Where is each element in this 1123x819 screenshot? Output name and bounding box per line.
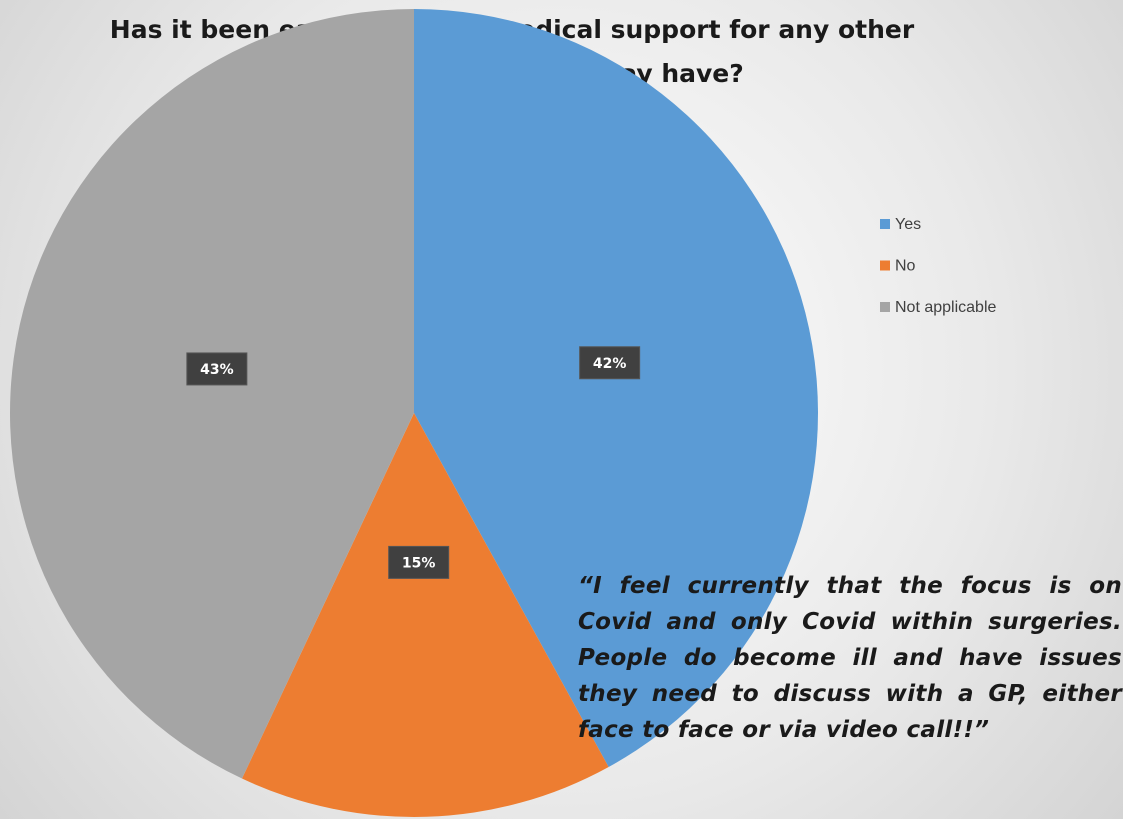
label-box: [186, 352, 248, 386]
pie: [9, 9, 818, 817]
legend-swatch: [880, 260, 890, 271]
label-box: [388, 545, 450, 579]
pie-slice: [414, 9, 818, 768]
data-label: 15%: [402, 555, 436, 571]
legend-swatch: [880, 302, 890, 312]
data-label: 43%: [200, 362, 234, 378]
label-box: [579, 346, 641, 380]
legend-swatch: [880, 219, 890, 229]
legend-label: Yes: [895, 216, 921, 233]
data-label: 42%: [593, 356, 627, 372]
annotation: “I feel currently that the focus is on C…: [578, 573, 1122, 743]
legend-label: Not applicable: [895, 299, 997, 316]
legend-label: No: [895, 258, 916, 275]
pie-slice: [9, 9, 415, 779]
pie-slice: [241, 413, 609, 817]
